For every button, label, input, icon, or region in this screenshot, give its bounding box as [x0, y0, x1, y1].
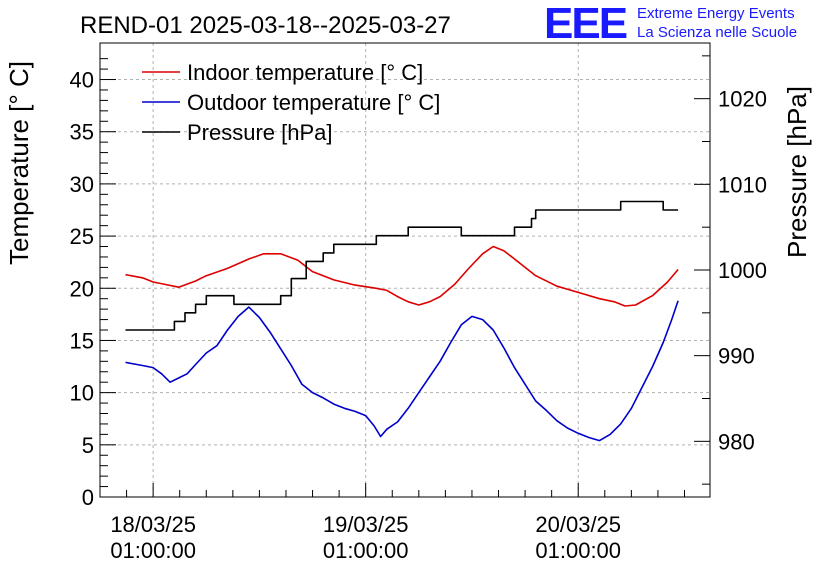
y-tick-label: 0: [82, 485, 94, 510]
x-tick-label-date: 19/03/25: [323, 512, 409, 537]
y2-tick-label: 980: [718, 429, 755, 454]
x-tick-label-date: 20/03/25: [535, 512, 621, 537]
y2-tick-label: 990: [718, 344, 755, 369]
y-tick-label: 40: [70, 68, 94, 93]
x-tick-label-time: 01:00:00: [110, 538, 196, 563]
indoor-temperature-line: [125, 245, 679, 307]
y-tick-label: 20: [70, 276, 94, 301]
outdoor-temperature-line: [125, 300, 679, 442]
y2-axis-label: Pressure [hPa]: [782, 86, 812, 258]
y-tick-label: 5: [82, 433, 94, 458]
x-tick-label-time: 01:00:00: [323, 538, 409, 563]
legend-pressure-label: Pressure [hPa]: [187, 120, 333, 145]
pressure-line: [125, 200, 679, 331]
legend-indoor-label: Indoor temperature [° C]: [187, 60, 423, 85]
eee-logo: EEE: [544, 0, 627, 48]
x-tick-label-time: 01:00:00: [535, 538, 621, 563]
grid-lines: [100, 43, 710, 497]
y2-tick-label: 1010: [718, 172, 767, 197]
y-axis-label: Temperature [° C]: [4, 61, 34, 265]
chart-title: REND-01 2025-03-18--2025-03-27: [80, 12, 451, 39]
y-tick-label: 10: [70, 381, 94, 406]
y-tick-label: 25: [70, 224, 94, 249]
y-tick-label: 15: [70, 328, 94, 353]
org-name-line1: Extreme Energy Events: [637, 5, 795, 22]
axis-ticks: [99, 55, 710, 498]
y2-tick-label: 1000: [718, 258, 767, 283]
y2-tick-label: 1020: [718, 87, 767, 112]
legend-outdoor-label: Outdoor temperature [° C]: [187, 90, 440, 115]
y-tick-label: 30: [70, 172, 94, 197]
org-name-line2: La Scienza nelle Scuole: [637, 24, 797, 41]
tick-labels: 0 5 10 15 20 25 30 35 40 980 990 1000 1010 1020 18/03/…: [70, 68, 767, 563]
y-tick-label: 35: [70, 120, 94, 145]
x-tick-label-date: 18/03/25: [110, 512, 196, 537]
series-lines: [125, 200, 679, 442]
legend: Indoor temperature [° C] Outdoor temperat…: [142, 60, 440, 145]
